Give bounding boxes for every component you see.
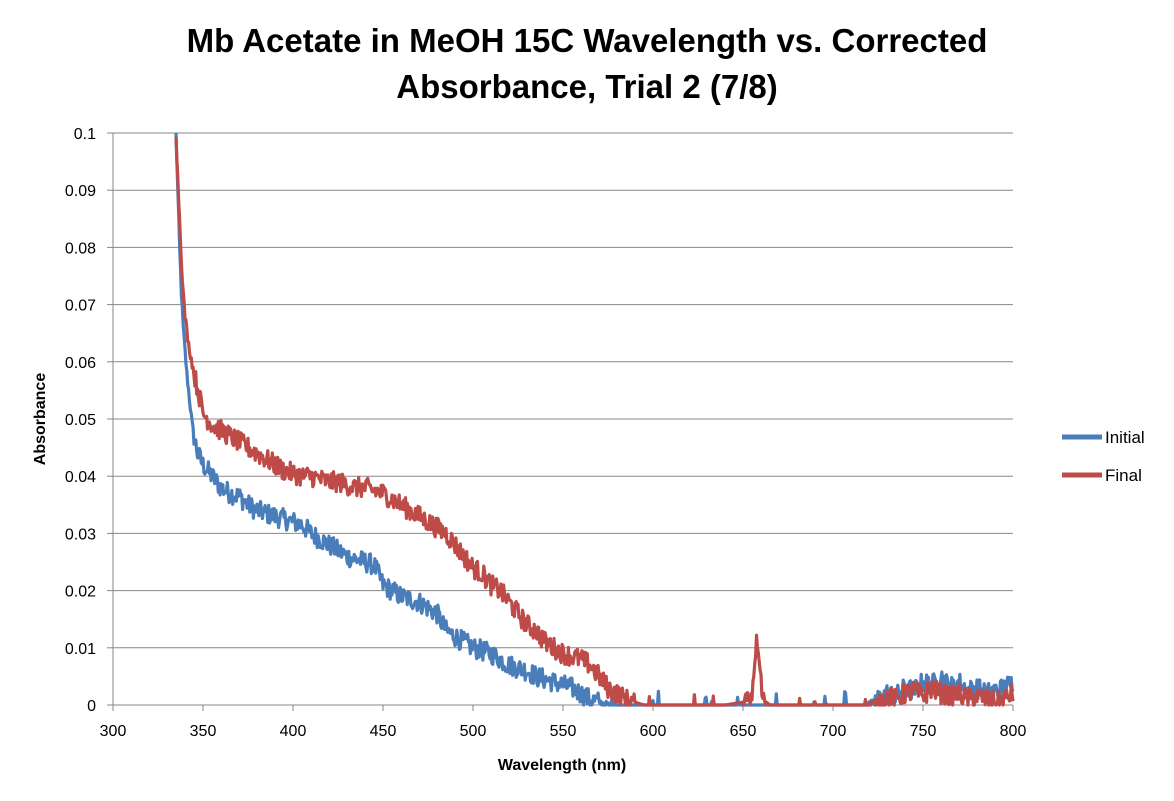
y-tick-label: 0.1: [74, 126, 96, 143]
gridlines: [113, 132, 1013, 649]
x-tick-label: 700: [820, 723, 847, 740]
y-tick-label: 0.05: [65, 412, 96, 429]
x-axis-label: Wavelength (nm): [498, 757, 626, 774]
y-tick-labels: 0 0.01 0.02 0.03 0.04 0.05 0.06 0.07 0.08 0.09 0.1: [65, 126, 96, 715]
y-tick-label: 0: [87, 698, 96, 715]
y-tick-label: 0.04: [65, 469, 96, 486]
x-tick-labels: 300 350 400 450 500 550 600 650 700 750 800: [100, 723, 1027, 740]
y-tick-label: 0.02: [65, 584, 96, 601]
x-tick-label: 400: [280, 723, 307, 740]
chart-title-line1: Mb Acetate in MeOH 15C Wavelength vs. Co…: [187, 22, 988, 59]
x-tick-label: 350: [190, 723, 217, 740]
legend: Initial Final: [1062, 428, 1145, 485]
x-tick-label: 500: [460, 723, 487, 740]
x-tick-label: 300: [100, 723, 127, 740]
series-line-final: [174, 136, 1015, 707]
legend-label-initial: Initial: [1105, 428, 1145, 447]
x-tick-label: 450: [370, 723, 397, 740]
x-tick-label: 750: [910, 723, 937, 740]
y-tick-label: 0.06: [65, 355, 96, 372]
y-tick-label: 0.09: [65, 183, 96, 200]
legend-label-final: Final: [1105, 466, 1142, 485]
y-tick-label: 0.01: [65, 641, 96, 658]
x-tick-label: 550: [550, 723, 577, 740]
x-tick-label: 600: [640, 723, 667, 740]
y-axis-label: Absorbance: [32, 373, 49, 466]
x-tick-label: 800: [1000, 723, 1027, 740]
chart-title-line2: Absorbance, Trial 2 (7/8): [396, 68, 777, 105]
x-tick-label: 650: [730, 723, 757, 740]
y-tick-label: 0.03: [65, 526, 96, 543]
y-tick-label: 0.08: [65, 240, 96, 257]
plot-area: [174, 132, 1015, 707]
y-tick-label: 0.07: [65, 298, 96, 315]
